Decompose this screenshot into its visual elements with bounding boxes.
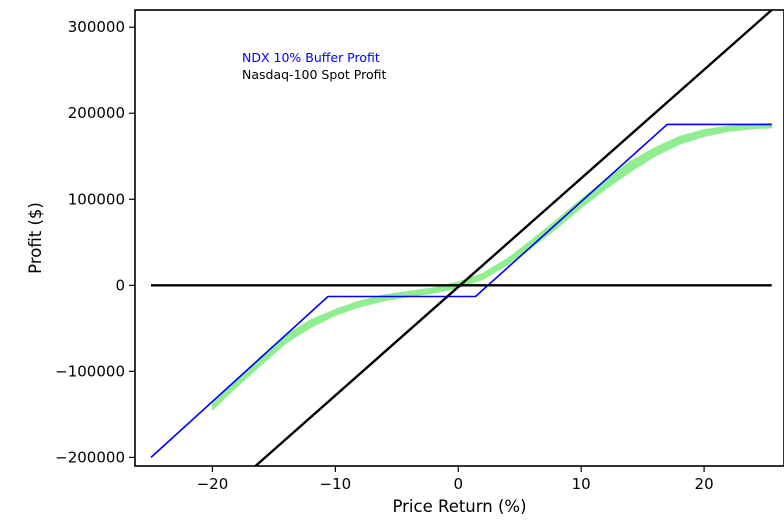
y-tick-label: 200000: [68, 104, 125, 122]
plot-frame: [134, 9, 784, 467]
x-axis-title: Price Return (%): [392, 497, 526, 516]
series-ndx-10-buffer-profit: [150, 123, 772, 458]
plot-area: [150, 10, 773, 466]
legend: NDX 10% Buffer Profit Nasdaq-100 Spot Pro…: [242, 50, 386, 82]
x-tick-label: 20: [695, 475, 714, 493]
x-tick-label: −20: [197, 475, 229, 493]
x-tick-label: 0: [453, 475, 463, 493]
y-tick-label: −200000: [55, 448, 125, 466]
y-tick-label: 0: [115, 276, 125, 294]
series-band-0: [211, 123, 773, 411]
legend-entry: Nasdaq-100 Spot Profit: [242, 67, 386, 82]
legend-entry: NDX 10% Buffer Profit: [242, 50, 380, 65]
x-axis: −20 −10 0 10 20: [197, 466, 714, 493]
y-tick-label: −100000: [55, 362, 125, 380]
y-tick-label: 100000: [68, 190, 125, 208]
series-nasdaq-100-spot-profit: [254, 10, 773, 466]
x-tick-label: −10: [320, 475, 352, 493]
y-axis-title: Profit ($): [26, 202, 45, 274]
y-tick-label: 300000: [68, 18, 125, 36]
x-tick-label: 10: [572, 475, 591, 493]
y-axis: −200000 −100000 0 100000 200000 300000: [55, 18, 135, 466]
